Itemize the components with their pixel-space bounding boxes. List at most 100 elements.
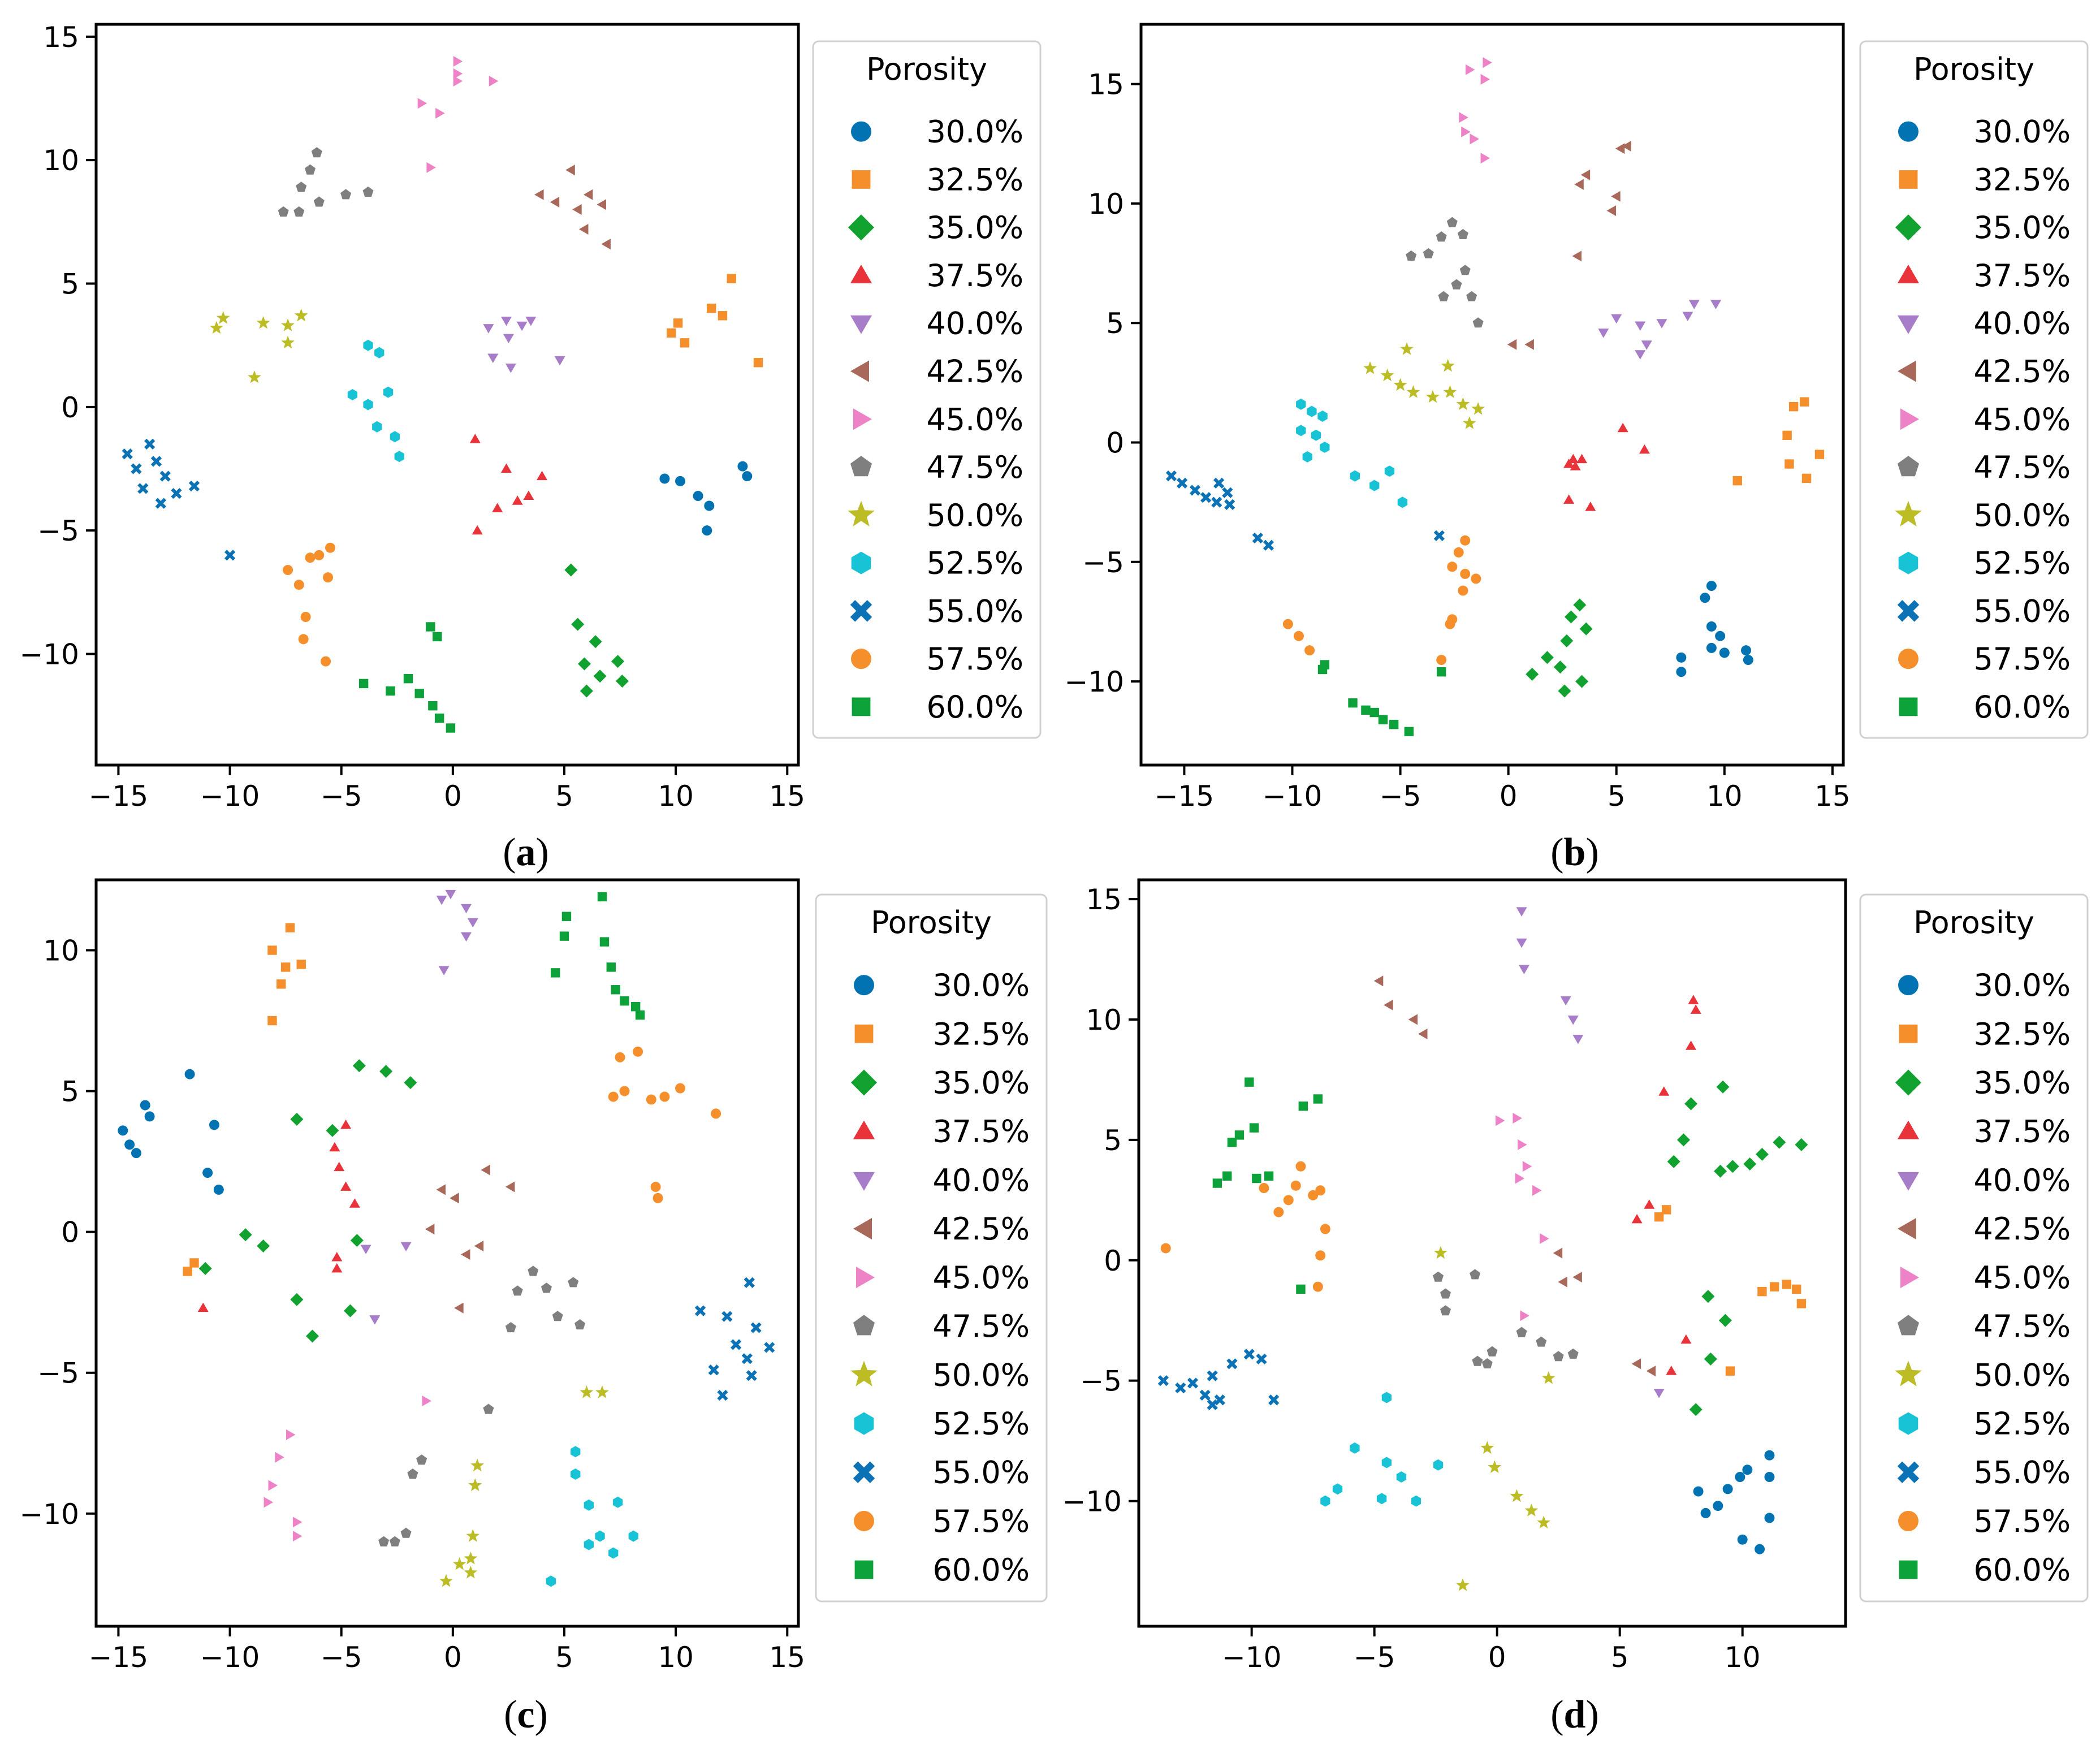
- data-point: [435, 107, 445, 119]
- legend-label: 42.5%: [1973, 1211, 2071, 1247]
- data-point: [1726, 1160, 1739, 1173]
- data-point: [742, 471, 753, 482]
- axes-frame: [94, 878, 800, 1628]
- data-point: [595, 1530, 605, 1542]
- data-point: [1317, 664, 1328, 675]
- x-tick-label: −5: [1380, 780, 1421, 813]
- legend-marker: [851, 551, 871, 575]
- data-point: [1307, 405, 1317, 417]
- legend-marker: [1898, 649, 1918, 670]
- data-point: [727, 274, 736, 283]
- data-point: [347, 389, 358, 400]
- data-point: [653, 1193, 663, 1203]
- data-point: [1690, 1004, 1701, 1014]
- data-point: [1252, 1173, 1261, 1184]
- legend-marker: [853, 1315, 875, 1336]
- legend: Porosity 30.0% 32.5% 35.0% 37.5% 40.0% 42.5% 45…: [1859, 40, 2089, 739]
- y-tick-label: 5: [61, 1075, 79, 1108]
- data-point: [349, 1198, 360, 1208]
- data-point: [1418, 1029, 1428, 1039]
- data-point: [293, 206, 305, 217]
- legend-marker: [1897, 315, 1920, 334]
- x-tick-label: 10: [1725, 1641, 1761, 1674]
- data-point: [1350, 470, 1360, 482]
- data-point: [1540, 651, 1554, 664]
- x-tick-label: −5: [1354, 1641, 1395, 1674]
- data-point: [584, 1539, 594, 1550]
- data-point: [1458, 585, 1468, 596]
- data-point: [1226, 1358, 1238, 1370]
- legend-marker: [1897, 1461, 1920, 1483]
- legend-marker: [854, 975, 874, 996]
- data-point: [1710, 300, 1722, 309]
- data-point: [601, 239, 611, 250]
- scatter-points: [118, 889, 775, 1587]
- data-point: [183, 1267, 192, 1276]
- data-point: [561, 912, 572, 921]
- data-point: [1460, 568, 1471, 579]
- data-point: [1471, 573, 1481, 584]
- data-point: [468, 1478, 482, 1492]
- data-point: [472, 525, 483, 535]
- data-point: [501, 317, 512, 326]
- legend-marker: [851, 649, 871, 670]
- data-point: [1480, 74, 1490, 85]
- data-point: [390, 431, 400, 443]
- data-point: [1573, 598, 1587, 612]
- x-tick-label: 10: [658, 780, 694, 813]
- data-point: [1646, 1366, 1656, 1377]
- y-tick-label: 15: [1086, 883, 1122, 916]
- legend-label: 55.0%: [932, 1455, 1030, 1491]
- data-point: [1459, 112, 1468, 123]
- y-tick-label: 0: [1106, 427, 1124, 460]
- data-point: [213, 1184, 224, 1195]
- data-point: [1389, 719, 1399, 729]
- data-point: [426, 162, 436, 173]
- data-point: [675, 1083, 686, 1094]
- legend-label: 47.5%: [932, 1308, 1030, 1344]
- data-point: [436, 1184, 446, 1195]
- data-point: [1384, 999, 1393, 1010]
- legend-label: 50.0%: [926, 498, 1023, 533]
- legend-label: 37.5%: [1973, 1114, 2071, 1150]
- data-point: [1157, 1375, 1169, 1387]
- data-point: [1175, 1382, 1186, 1394]
- data-point: [1580, 169, 1591, 180]
- data-point: [386, 686, 395, 696]
- data-point: [1311, 429, 1321, 441]
- data-point: [1764, 1450, 1775, 1461]
- y-tick-label: 10: [43, 935, 79, 967]
- data-point: [1742, 1465, 1753, 1475]
- y-tick-label: 0: [61, 1216, 79, 1249]
- data-point: [1298, 1102, 1308, 1111]
- scatter-points: [1165, 57, 1825, 737]
- data-point: [1718, 1314, 1732, 1327]
- data-point: [552, 1311, 563, 1321]
- data-point: [1722, 1484, 1733, 1495]
- data-point: [1524, 1504, 1539, 1517]
- data-point: [572, 204, 582, 215]
- data-point: [159, 470, 171, 482]
- axes-frame: [1137, 878, 1847, 1628]
- legend-label: 50.0%: [1973, 498, 2071, 533]
- panel-c: −15 −10 −5 0 5 10 15 −10 −5 0 5 10 Porosity 30.0% 32.5…: [19, 878, 1048, 1737]
- data-point: [1369, 707, 1379, 718]
- data-point: [615, 1052, 625, 1062]
- data-point: [1791, 1284, 1801, 1294]
- data-point: [239, 1228, 252, 1242]
- data-point: [650, 1181, 661, 1192]
- x-tick-label: 0: [1500, 780, 1518, 813]
- legend-marker: [1898, 975, 1918, 996]
- data-point: [275, 1452, 284, 1463]
- data-point: [1716, 1080, 1730, 1094]
- data-point: [1654, 1212, 1664, 1222]
- data-point: [1769, 1282, 1779, 1292]
- legend-label: 30.0%: [926, 114, 1023, 150]
- data-point: [1470, 1269, 1481, 1280]
- data-point: [374, 347, 384, 358]
- legend-marker: [854, 1510, 874, 1531]
- legend-label: 37.5%: [932, 1114, 1030, 1150]
- legend-marker: [854, 1412, 874, 1435]
- data-point: [1446, 217, 1458, 227]
- data-point: [1680, 1334, 1692, 1344]
